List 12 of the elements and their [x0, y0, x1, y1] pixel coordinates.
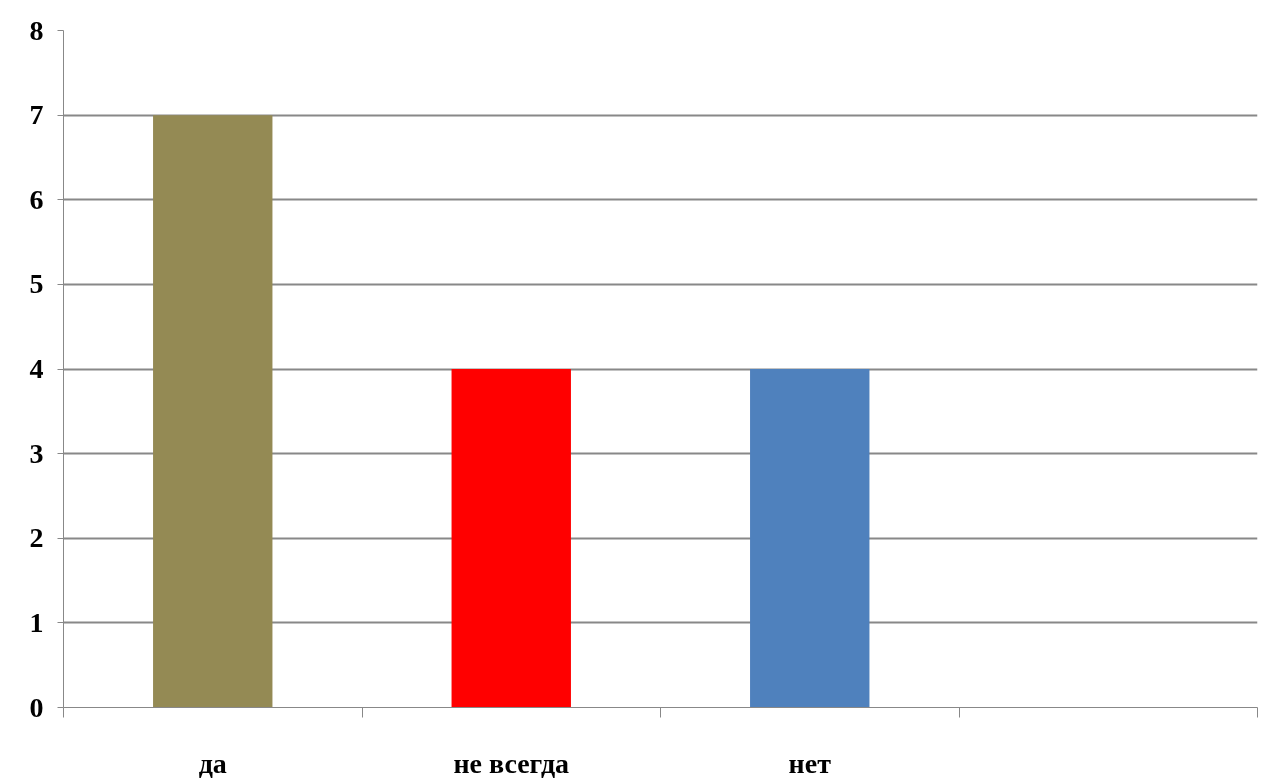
- y-tick-label: 8: [29, 14, 44, 46]
- x-tick-label: нет: [788, 747, 832, 779]
- y-tick-label: 5: [29, 268, 44, 300]
- y-tick-label: 3: [29, 437, 44, 469]
- y-tick-label: 0: [29, 691, 44, 723]
- y-tick-label: 4: [29, 353, 44, 384]
- y-tick-label: 1: [29, 606, 44, 638]
- y-tick-label: 7: [29, 99, 44, 131]
- y-tick-label: 6: [29, 183, 44, 215]
- x-tick-label: да: [198, 747, 227, 779]
- x-tick-label: не всегда: [453, 747, 570, 779]
- y-tick-label: 2: [29, 522, 44, 554]
